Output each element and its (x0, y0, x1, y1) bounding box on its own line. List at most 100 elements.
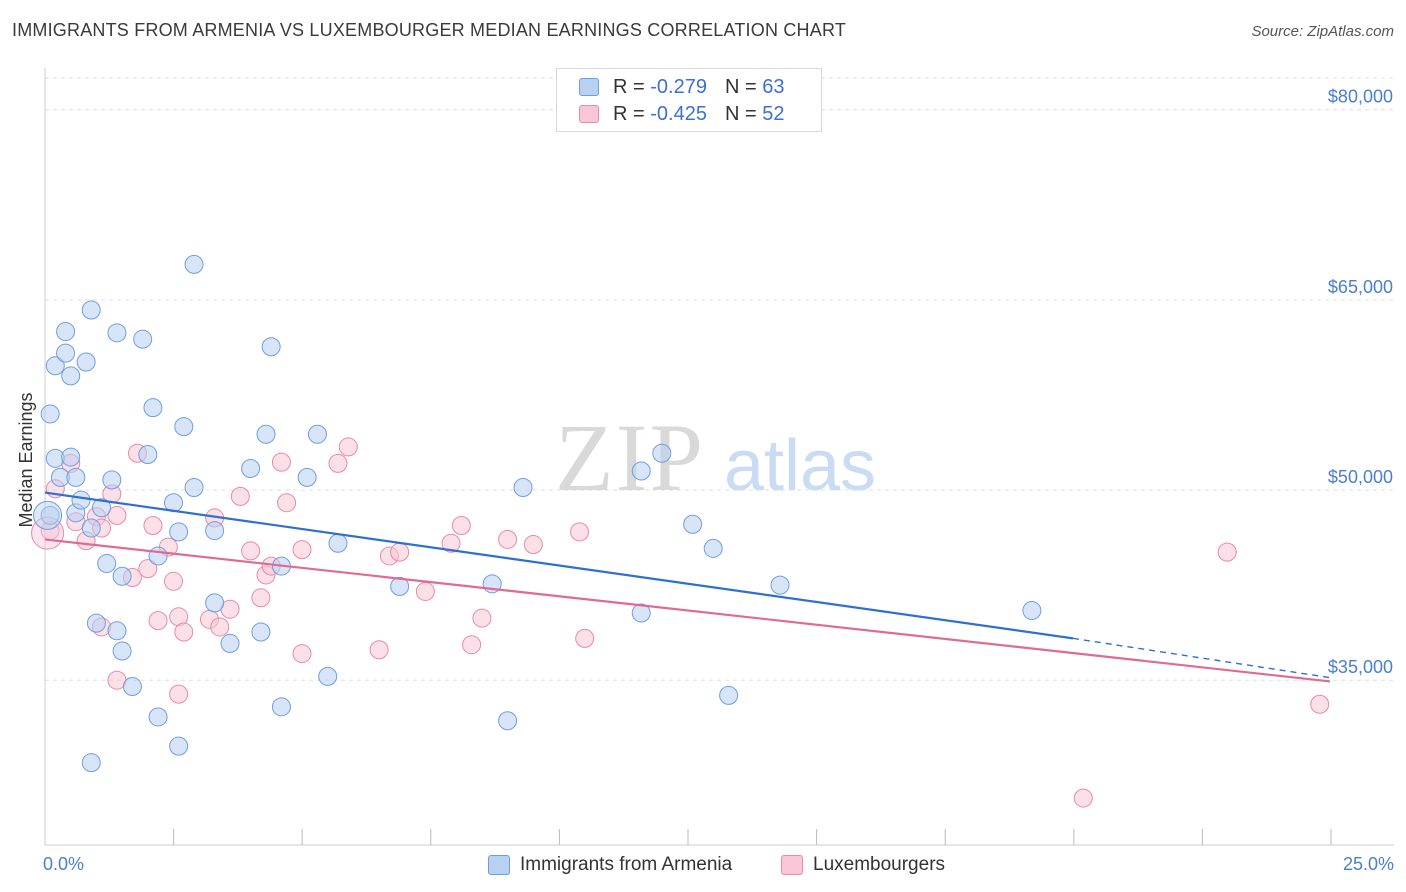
armenia-point (251, 622, 271, 642)
y-tick-label: $35,000 (1328, 657, 1393, 677)
armenia-points (33, 254, 1042, 773)
legend-n-value: 63 (762, 75, 785, 98)
armenia-point (40, 404, 60, 424)
armenia-point (92, 498, 112, 518)
armenia-point (143, 398, 163, 418)
armenia-point (61, 366, 81, 386)
armenia-point (107, 621, 127, 641)
luxembourgers-point (210, 617, 230, 637)
chart-title: IMMIGRANTS FROM ARMENIA VS LUXEMBOURGER … (12, 20, 847, 40)
trend-lines (44, 491, 1331, 683)
armenia-point (112, 566, 132, 586)
armenia-point (513, 477, 533, 497)
tick-labels: $35,000 $50,000 $65,000 $80,000 0.0% 25.0% (43, 87, 1394, 874)
armenia-point (719, 685, 739, 705)
armenia-point (40, 505, 60, 525)
luxembourgers-point (390, 542, 410, 562)
armenia-point (66, 467, 86, 487)
luxembourgers-point (174, 622, 194, 642)
y-tick-label: $65,000 (1328, 277, 1393, 297)
bottom-legend-label: Luxembourgers (813, 854, 946, 875)
luxembourgers-point (241, 541, 261, 561)
luxembourgers-point (441, 533, 461, 553)
armenia-point (138, 445, 158, 465)
watermark: ZIP atlas (555, 404, 876, 511)
armenia-point (261, 337, 281, 357)
x-tick-label: 25.0% (1343, 854, 1394, 874)
luxembourgers-point (230, 486, 250, 506)
armenia-point (86, 613, 106, 633)
legend-n-label: N = (724, 102, 757, 125)
armenia-point (184, 477, 204, 497)
luxembourgers-point (570, 522, 590, 542)
armenia-point (241, 458, 261, 478)
armenia-point (703, 538, 723, 558)
luxembourgers-point (498, 529, 518, 549)
luxembourgers-point (472, 608, 492, 628)
armenia-point (631, 603, 651, 623)
armenia-point (770, 575, 790, 595)
grid-layer (45, 77, 1394, 681)
luxembourgers-point (271, 452, 291, 472)
y-axis-label: Median Earnings (16, 392, 36, 527)
luxembourgers-point (107, 505, 127, 525)
armenia-point (652, 443, 672, 463)
correlation-legend: R = -0.279 N = 63 R = -0.425 N = 52 (556, 68, 822, 132)
bottom-legend-swatch-blue (488, 855, 510, 875)
luxembourgers-trend-line (44, 538, 1331, 683)
luxembourgers-point (1073, 788, 1093, 808)
bottom-legend-luxembourgers: Luxembourgers (781, 852, 945, 878)
armenia-point (184, 254, 204, 274)
y-tick-label: $80,000 (1328, 87, 1393, 107)
armenia-point (81, 300, 101, 320)
armenia-point (169, 522, 189, 542)
armenia-point (76, 352, 96, 372)
armenia-point (205, 521, 225, 541)
armenia-point (45, 356, 65, 376)
bottom-legend-armenia: Immigrants from Armenia (488, 852, 732, 878)
armenia-point (71, 490, 91, 510)
armenia-point (97, 554, 117, 574)
luxembourgers-point (1217, 542, 1237, 562)
legend-swatch-blue (579, 78, 599, 96)
armenia-point (112, 641, 132, 661)
armenia-trend-line (44, 491, 1074, 640)
armenia-point (56, 343, 76, 363)
x-tick-label: 0.0% (43, 854, 84, 874)
luxembourgers-point (143, 516, 163, 536)
armenia-point (107, 323, 127, 343)
armenia-point (169, 736, 189, 756)
luxembourgers-point (523, 535, 543, 555)
luxembourgers-point (292, 540, 312, 560)
armenia-point (390, 576, 410, 596)
armenia-point (256, 424, 276, 444)
armenia-point (122, 677, 142, 697)
armenia-point (61, 447, 81, 467)
legend-swatch-pink (579, 105, 599, 123)
armenia-point (148, 707, 168, 727)
legend-n-value: 52 (762, 102, 785, 125)
luxembourgers-point (148, 611, 168, 631)
legend-row-luxembourgers: R = -0.425 N = 52 (579, 101, 784, 127)
legend-r-value: -0.425 (650, 102, 707, 125)
luxembourgers-point (1310, 694, 1330, 714)
watermark-atlas: atlas (724, 426, 876, 506)
armenia-point (133, 329, 153, 349)
legend-r-value: -0.279 (650, 75, 707, 98)
y-tick-label: $50,000 (1328, 467, 1393, 487)
source-label: Source: ZipAtlas.com (1251, 23, 1394, 40)
bottom-legend-label: Immigrants from Armenia (520, 854, 733, 875)
luxembourgers-point (277, 493, 297, 513)
luxembourgers-point (575, 628, 595, 648)
luxembourgers-point (169, 684, 189, 704)
armenia-point (318, 666, 338, 686)
armenia-point (220, 633, 240, 653)
armenia-point (498, 711, 518, 731)
armenia-point (102, 470, 122, 490)
armenia-point (33, 500, 63, 530)
luxembourgers-point (462, 635, 482, 655)
armenia-point (307, 424, 327, 444)
armenia-point (271, 697, 291, 717)
legend-r-label: R = (613, 102, 645, 125)
